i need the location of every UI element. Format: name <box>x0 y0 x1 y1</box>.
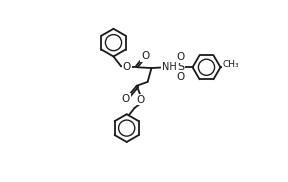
Text: CH₃: CH₃ <box>223 60 240 70</box>
Text: NH: NH <box>162 62 177 72</box>
Text: O: O <box>177 72 185 82</box>
Text: O: O <box>141 51 149 61</box>
Text: S: S <box>177 62 185 72</box>
Text: O: O <box>123 62 131 72</box>
Text: O: O <box>122 94 130 104</box>
Text: O: O <box>177 52 185 62</box>
Text: O: O <box>137 95 145 105</box>
